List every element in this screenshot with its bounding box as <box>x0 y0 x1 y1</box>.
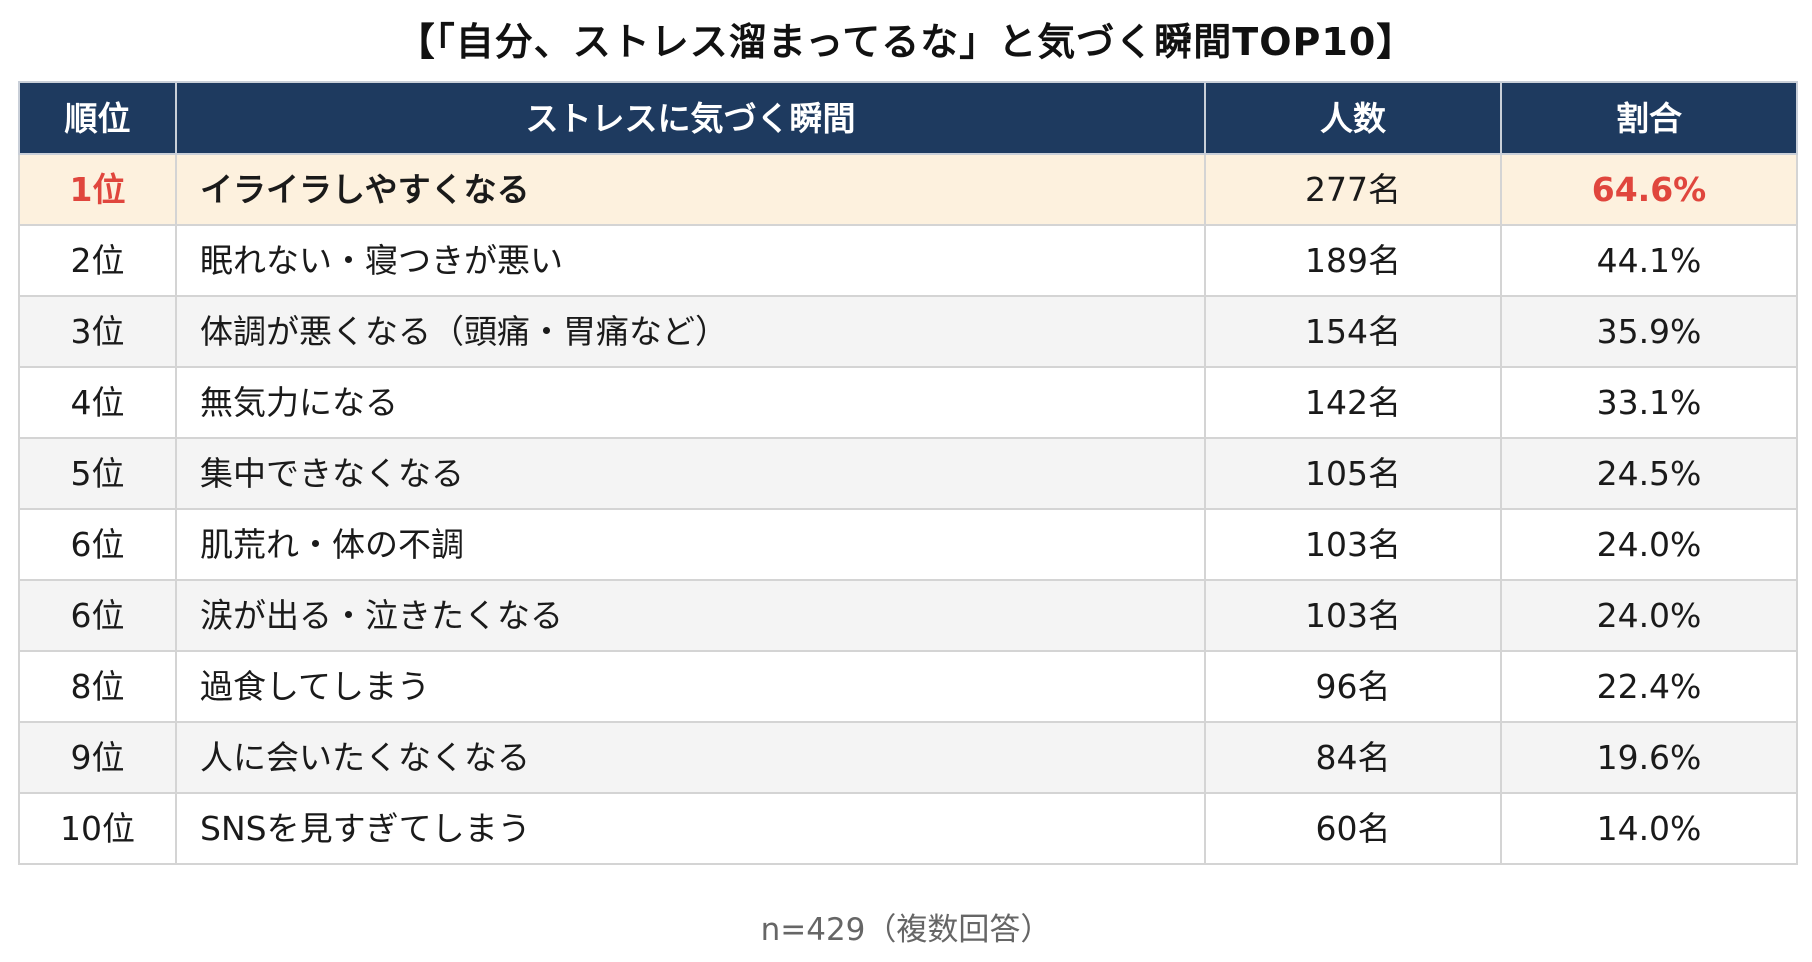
table-row: 9位 人に会いたくなくなる 84名 19.6% <box>18 721 1798 794</box>
header-moment: ストレスに気づく瞬間 <box>175 81 1206 155</box>
moment-cell: 人に会いたくなくなる <box>175 721 1206 794</box>
count-cell: 154名 <box>1204 295 1502 368</box>
rank-cell: 3位 <box>18 295 177 368</box>
percent-cell: 22.4% <box>1500 650 1798 723</box>
moment-cell: 涙が出る・泣きたくなる <box>175 579 1206 652</box>
count-cell: 189名 <box>1204 224 1502 297</box>
moment-cell: 無気力になる <box>175 366 1206 439</box>
table-header-row: 順位 ストレスに気づく瞬間 人数 割合 <box>18 81 1798 155</box>
header-percent: 割合 <box>1500 81 1798 155</box>
count-cell: 96名 <box>1204 650 1502 723</box>
table-row: 2位 眠れない・寝つきが悪い 189名 44.1% <box>18 224 1798 297</box>
rank-cell: 2位 <box>18 224 177 297</box>
count-cell: 103名 <box>1204 508 1502 581</box>
count-cell: 60名 <box>1204 792 1502 865</box>
ranking-table: 順位 ストレスに気づく瞬間 人数 割合 1位 イライラしやすくなる 277名 64.6… <box>18 81 1798 865</box>
table-row: 8位 過食してしまう 96名 22.4% <box>18 650 1798 723</box>
table-row: 3位 体調が悪くなる（頭痛・胃痛など） 154名 35.9% <box>18 295 1798 368</box>
rank-cell: 10位 <box>18 792 177 865</box>
table-body: 1位 イライラしやすくなる 277名 64.6% 2位 眠れない・寝つきが悪い 189名 44… <box>18 153 1798 865</box>
moment-cell: イライラしやすくなる <box>175 153 1206 226</box>
chart-title: 【「自分、ストレス溜まってるな」と気づく瞬間TOP10】 <box>396 20 1416 64</box>
percent-cell: 35.9% <box>1500 295 1798 368</box>
percent-cell: 24.5% <box>1500 437 1798 510</box>
percent-cell: 24.0% <box>1500 508 1798 581</box>
header-rank: 順位 <box>18 81 177 155</box>
percent-cell: 14.0% <box>1500 792 1798 865</box>
rank-cell: 6位 <box>18 508 177 581</box>
percent-cell: 33.1% <box>1500 366 1798 439</box>
percent-cell: 64.6% <box>1500 153 1798 226</box>
count-cell: 84名 <box>1204 721 1502 794</box>
rank-cell: 9位 <box>18 721 177 794</box>
moment-cell: 体調が悪くなる（頭痛・胃痛など） <box>175 295 1206 368</box>
count-cell: 105名 <box>1204 437 1502 510</box>
moment-cell: 肌荒れ・体の不調 <box>175 508 1206 581</box>
percent-cell: 24.0% <box>1500 579 1798 652</box>
table-row: 6位 涙が出る・泣きたくなる 103名 24.0% <box>18 579 1798 652</box>
percent-cell: 44.1% <box>1500 224 1798 297</box>
table-row: 6位 肌荒れ・体の不調 103名 24.0% <box>18 508 1798 581</box>
table-row: 5位 集中できなくなる 105名 24.5% <box>18 437 1798 510</box>
moment-cell: 過食してしまう <box>175 650 1206 723</box>
count-cell: 277名 <box>1204 153 1502 226</box>
header-count: 人数 <box>1204 81 1502 155</box>
percent-cell: 19.6% <box>1500 721 1798 794</box>
count-cell: 142名 <box>1204 366 1502 439</box>
rank-cell: 4位 <box>18 366 177 439</box>
table-row: 4位 無気力になる 142名 33.1% <box>18 366 1798 439</box>
table-row: 1位 イライラしやすくなる 277名 64.6% <box>18 153 1798 226</box>
rank-cell: 5位 <box>18 437 177 510</box>
count-cell: 103名 <box>1204 579 1502 652</box>
moment-cell: SNSを見すぎてしまう <box>175 792 1206 865</box>
moment-cell: 眠れない・寝つきが悪い <box>175 224 1206 297</box>
rank-cell: 6位 <box>18 579 177 652</box>
sample-note: n=429（複数回答） <box>760 912 1052 948</box>
rank-cell: 1位 <box>18 153 177 226</box>
rank-cell: 8位 <box>18 650 177 723</box>
moment-cell: 集中できなくなる <box>175 437 1206 510</box>
table-row: 10位 SNSを見すぎてしまう 60名 14.0% <box>18 792 1798 865</box>
